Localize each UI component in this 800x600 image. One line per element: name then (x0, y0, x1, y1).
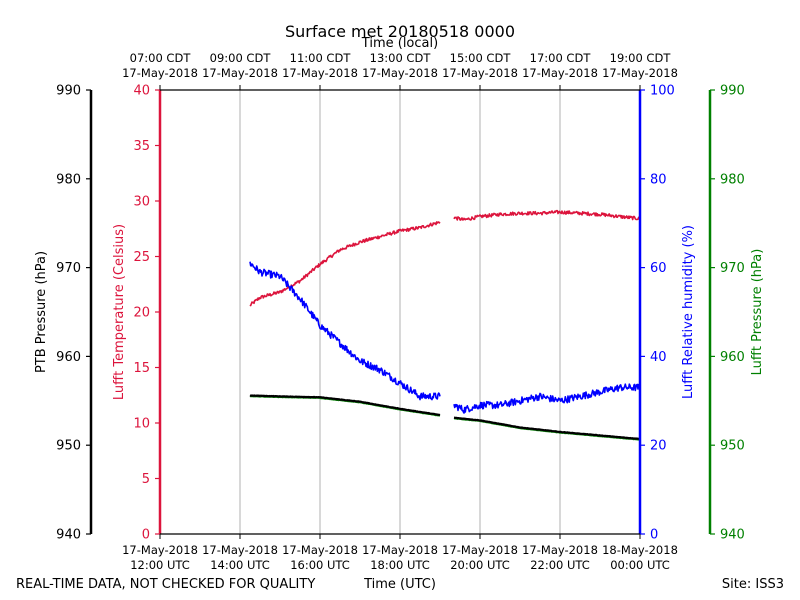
tick-label-ptb: 990 (56, 84, 81, 99)
bottom-axis-label: Time (UTC) (363, 577, 436, 592)
x-tick-label-utc-date: 17-May-2018 (202, 543, 278, 557)
tick-label-lp: 970 (720, 261, 745, 276)
x-tick-label-utc-time: 16:00 UTC (290, 558, 350, 572)
x-tick-label-local-time: 09:00 CDT (210, 51, 272, 65)
series-line-lufft-relative-humidity (249, 261, 441, 401)
x-tick-label-utc-date: 17-May-2018 (442, 543, 518, 557)
x-tick-label-utc-date: 17-May-2018 (122, 543, 198, 557)
axis-label-lp: Lufft Pressure (hPa) (750, 249, 765, 376)
series-layer (249, 209, 641, 441)
x-tick-label-local-time: 07:00 CDT (130, 51, 192, 65)
tick-label-temp: 15 (133, 361, 150, 376)
tick-label-temp: 0 (142, 528, 150, 543)
tick-label-ptb: 980 (56, 172, 81, 187)
tick-label-temp: 10 (133, 417, 150, 432)
x-tick-label-utc-date: 17-May-2018 (362, 543, 438, 557)
axis-label-rh: Lufft Relative humidity (%) (681, 225, 696, 399)
series-line-lufft-temperature (453, 209, 641, 221)
quality-disclaimer: REAL-TIME DATA, NOT CHECKED FOR QUALITY (16, 577, 315, 592)
tick-label-ptb: 960 (56, 350, 81, 365)
x-tick-label-utc-time: 22:00 UTC (530, 558, 590, 572)
tick-label-temp: 35 (133, 139, 150, 154)
x-tick-label-local-date: 17-May-2018 (202, 66, 278, 80)
x-tick-label-local-date: 17-May-2018 (122, 66, 198, 80)
x-tick-label-local-time: 15:00 CDT (450, 51, 512, 65)
x-tick-label-local-date: 17-May-2018 (602, 66, 678, 80)
x-tick-label-local-date: 17-May-2018 (362, 66, 438, 80)
x-tick-label-utc-date: 17-May-2018 (522, 543, 598, 557)
tick-label-ptb: 950 (56, 439, 81, 454)
x-tick-label-local-time: 13:00 CDT (370, 51, 432, 65)
tick-label-rh: 20 (650, 439, 667, 454)
x-tick-label-utc-time: 00:00 UTC (610, 558, 670, 572)
tick-label-lp: 940 (720, 528, 745, 543)
x-tick-label-utc-date: 17-May-2018 (282, 543, 358, 557)
x-tick-label-local-time: 19:00 CDT (610, 51, 672, 65)
tick-label-rh: 40 (650, 350, 667, 365)
x-tick-label-local-date: 17-May-2018 (442, 66, 518, 80)
axes-layer: 940 950 960 970 980 990 PTB Pressure (hPa) 0 5 10… (34, 51, 765, 572)
x-tick-label-local-time: 11:00 CDT (290, 51, 352, 65)
site-label: Site: ISS3 (722, 577, 784, 592)
tick-label-rh: 80 (650, 172, 667, 187)
x-tick-label-utc-time: 14:00 UTC (210, 558, 270, 572)
series-line-ptb-pressure (249, 394, 441, 417)
series-line-ptb-pressure (453, 416, 641, 441)
tick-label-lp: 980 (720, 172, 745, 187)
tick-label-rh: 60 (650, 261, 667, 276)
tick-label-temp: 20 (133, 306, 150, 321)
vertical-gridlines (239, 90, 561, 534)
tick-label-ptb: 970 (56, 261, 81, 276)
series-line-lufft-relative-humidity (453, 383, 641, 414)
tick-label-temp: 40 (133, 84, 150, 99)
x-tick-label-local-date: 17-May-2018 (522, 66, 598, 80)
chart-title: Surface met 20180518 0000 (285, 22, 515, 41)
axis-label-temp: Lufft Temperature (Celsius) (112, 224, 127, 400)
x-tick-label-utc-time: 12:00 UTC (130, 558, 190, 572)
x-tick-label-utc-time: 20:00 UTC (450, 558, 510, 572)
x-tick-label-local-date: 17-May-2018 (282, 66, 358, 80)
tick-label-temp: 30 (133, 195, 150, 210)
tick-label-lp: 950 (720, 439, 745, 454)
tick-label-lp: 960 (720, 350, 745, 365)
tick-label-rh: 0 (650, 528, 658, 543)
series-line-lufft-temperature (249, 221, 441, 307)
tick-label-temp: 5 (142, 472, 150, 487)
x-tick-label-utc-date: 18-May-2018 (602, 543, 678, 557)
tick-label-rh: 100 (650, 84, 675, 99)
tick-label-temp: 25 (133, 250, 150, 265)
x-tick-label-local-time: 17:00 CDT (530, 51, 592, 65)
top-axis-label: Time (local) (361, 36, 438, 51)
x-tick-label-utc-time: 18:00 UTC (370, 558, 430, 572)
axis-label-ptb: PTB Pressure (hPa) (34, 251, 49, 373)
tick-label-ptb: 940 (56, 528, 81, 543)
tick-label-lp: 990 (720, 84, 745, 99)
